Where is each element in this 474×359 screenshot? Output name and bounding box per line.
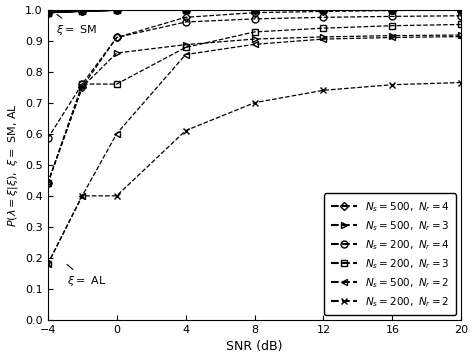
Legend: $N_s = 500,\ N_r = 4$, $N_s = 500,\ N_r = 3$, $N_s = 200,\ N_r = 4$, $N_s = 200,: $N_s = 500,\ N_r = 4$, $N_s = 500,\ N_r … (324, 194, 456, 315)
X-axis label: SNR (dB): SNR (dB) (226, 340, 283, 354)
Y-axis label: $P(\lambda = \xi|\xi),\ \xi = $ SM, AL: $P(\lambda = \xi|\xi),\ \xi = $ SM, AL (6, 103, 19, 227)
Text: $\xi =$ AL: $\xi =$ AL (67, 265, 106, 288)
Text: $\xi =$ SM: $\xi =$ SM (56, 14, 98, 37)
